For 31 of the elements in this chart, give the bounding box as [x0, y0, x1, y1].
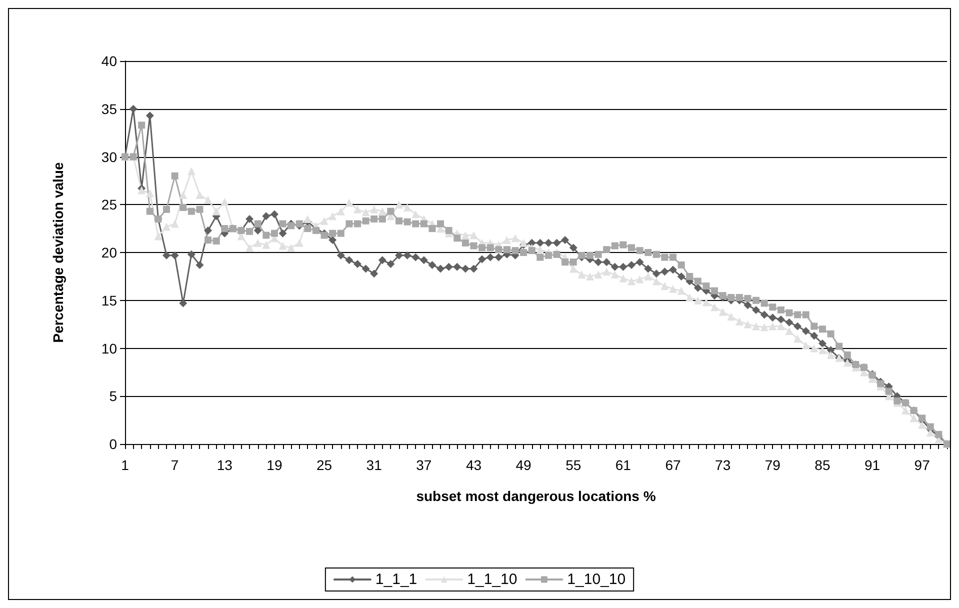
x-tick-label: 13 [216, 457, 233, 473]
y-tick-label: 10 [101, 340, 118, 356]
x-tick-label: 49 [516, 457, 532, 473]
x-tick-label: 79 [764, 457, 781, 473]
x-tick-label: 37 [416, 457, 432, 473]
y-tick-label: 30 [101, 148, 118, 165]
x-axis-title: subset most dangerous locations % [416, 488, 656, 504]
legend-label: 1_1_1 [375, 571, 418, 588]
x-tick-label: 67 [665, 457, 681, 473]
y-tick-label: 5 [109, 388, 118, 404]
y-tick-label: 20 [101, 244, 118, 260]
x-tick-label: 55 [566, 457, 582, 473]
x-tick-label: 25 [316, 457, 332, 473]
x-tick-label: 97 [914, 457, 930, 473]
x-tick-label: 91 [864, 457, 880, 473]
legend-label: 1_10_10 [567, 571, 626, 588]
x-tick-label: 61 [615, 457, 632, 473]
x-tick-label: 85 [814, 457, 830, 473]
y-axis-title: Percentage deviation value [50, 162, 66, 343]
x-tick-label: 31 [366, 457, 382, 473]
x-tick-label: 1 [121, 457, 130, 473]
legend-label: 1_1_10 [467, 571, 518, 588]
y-tick-label: 35 [101, 100, 118, 117]
x-tick-label: 73 [715, 457, 731, 473]
x-tick-label: 19 [266, 457, 282, 473]
y-tick-label: 40 [101, 53, 118, 69]
y-tick-label: 15 [101, 292, 118, 308]
x-tick-label: 7 [170, 457, 179, 473]
x-tick-label: 43 [466, 457, 482, 473]
y-tick-label: 0 [109, 436, 118, 452]
y-tick-label: 25 [101, 196, 118, 213]
